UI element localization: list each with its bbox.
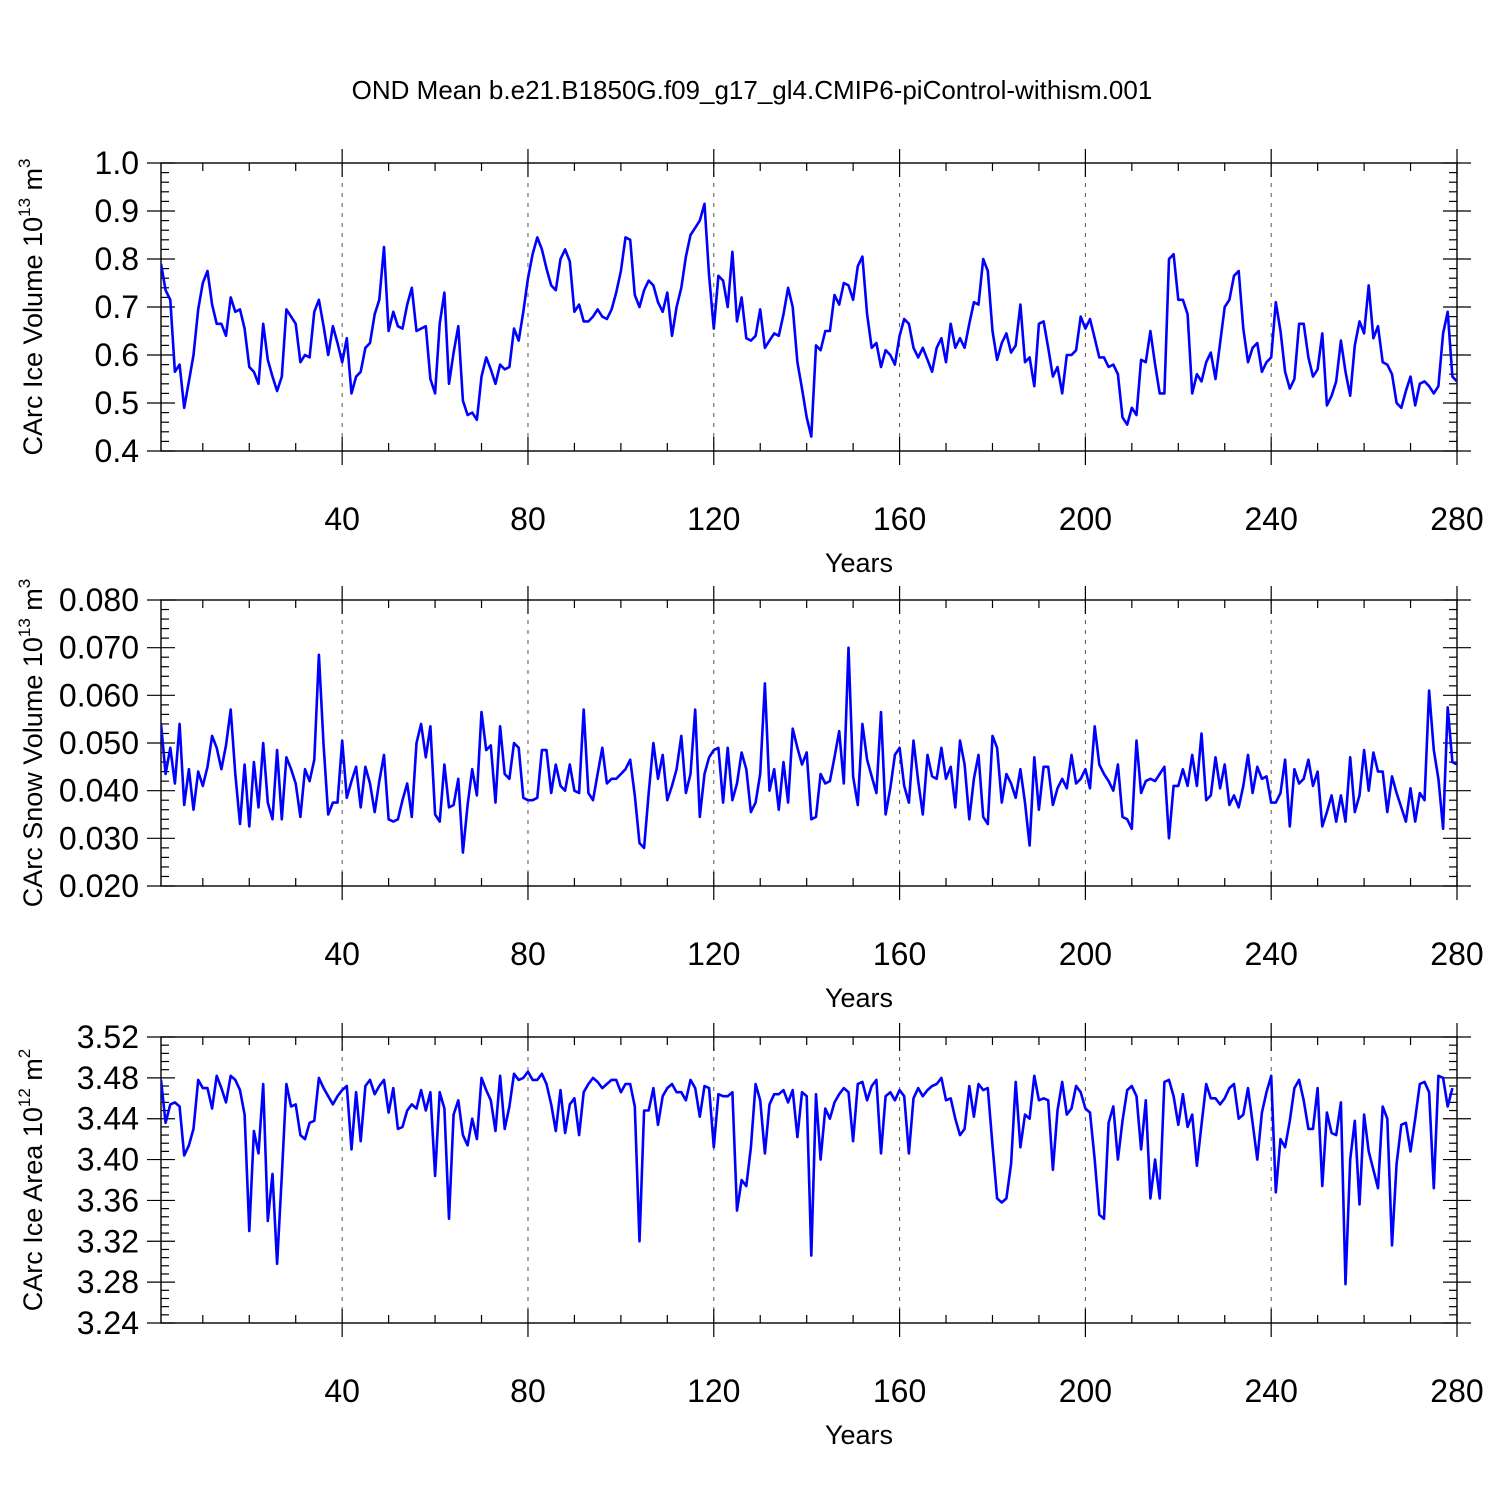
figure-title: OND Mean b.e21.B1850G.f09_g17_gl4.CMIP6-… [352,75,1153,105]
y-tick-label: 3.52 [77,1019,139,1055]
y-tick-label: 3.40 [77,1142,139,1178]
x-tick-label: 80 [510,1373,546,1409]
x-tick-label: 80 [510,936,546,972]
series-line-ice-area [161,1070,1454,1286]
x-tick-label: 120 [687,501,740,537]
y-tick-label: 3.44 [77,1101,139,1137]
y-tick-label: 0.4 [95,433,139,469]
y-tick-label: 3.32 [77,1223,139,1259]
x-tick-label: 160 [873,1373,926,1409]
x-tick-label: 120 [687,1373,740,1409]
series-line-ice-volume [161,202,1457,438]
x-tick-label: 40 [324,501,360,537]
x-tick-label: 200 [1059,936,1112,972]
x-axis-label: Years [825,1420,893,1450]
x-tick-label: 240 [1244,936,1297,972]
x-tick-label: 200 [1059,1373,1112,1409]
x-tick-label: 200 [1059,501,1112,537]
y-tick-label: 0.030 [59,820,139,856]
y-tick-label: 0.6 [95,337,139,373]
y-tick-label: 3.36 [77,1182,139,1218]
x-axis-label: Years [825,983,893,1013]
y-tick-label: 0.020 [59,868,139,904]
y-tick-label: 1.0 [95,145,139,181]
x-tick-label: 280 [1430,1373,1483,1409]
panel-ice-volume: 0.4 0.5 0.6 0.7 0.8 0.9 1.0 40 80 120 160 200 240 280… [15,145,1484,578]
y-tick-label: 0.080 [59,582,139,618]
series-line-snow-volume [161,646,1457,854]
x-tick-label: 240 [1244,1373,1297,1409]
x-tick-label: 280 [1430,936,1483,972]
x-tick-label: 160 [873,936,926,972]
x-tick-label: 240 [1244,501,1297,537]
y-tick-label: 0.040 [59,773,139,809]
y-tick-label: 3.28 [77,1264,139,1300]
x-tick-label: 280 [1430,501,1483,537]
x-tick-label: 120 [687,936,740,972]
y-axis-label: CArc Ice Area 1012 m2 [15,1049,48,1312]
x-tick-label: 40 [324,936,360,972]
x-tick-label: 40 [324,1373,360,1409]
plot-frame [160,1036,1458,1324]
plot-frame [160,162,1458,452]
x-tick-label: 80 [510,501,546,537]
plot-frame [160,599,1458,887]
y-tick-label: 0.060 [59,677,139,713]
y-axis-label: CArc Ice Volume 1013 m3 [15,158,48,455]
x-tick-label: 160 [873,501,926,537]
y-tick-label: 3.24 [77,1305,139,1341]
y-tick-label: 0.8 [95,241,139,277]
y-tick-label: 3.48 [77,1060,139,1096]
y-tick-label: 0.050 [59,725,139,761]
y-tick-label: 0.5 [95,385,139,421]
y-tick-label: 0.9 [95,193,139,229]
y-tick-label: 0.070 [59,630,139,666]
y-axis-label: CArc Snow Volume 1013 m3 [15,579,48,908]
x-axis-label: Years [825,548,893,578]
y-tick-label: 0.7 [95,289,139,325]
panel-snow-volume: 0.020 0.030 0.040 0.050 0.060 0.070 0.080 40 80 1… [15,579,1484,1013]
panel-ice-area: 3.24 3.28 3.32 3.36 3.40 3.44 3.48 3.52 40 80 120 1… [15,1019,1484,1450]
